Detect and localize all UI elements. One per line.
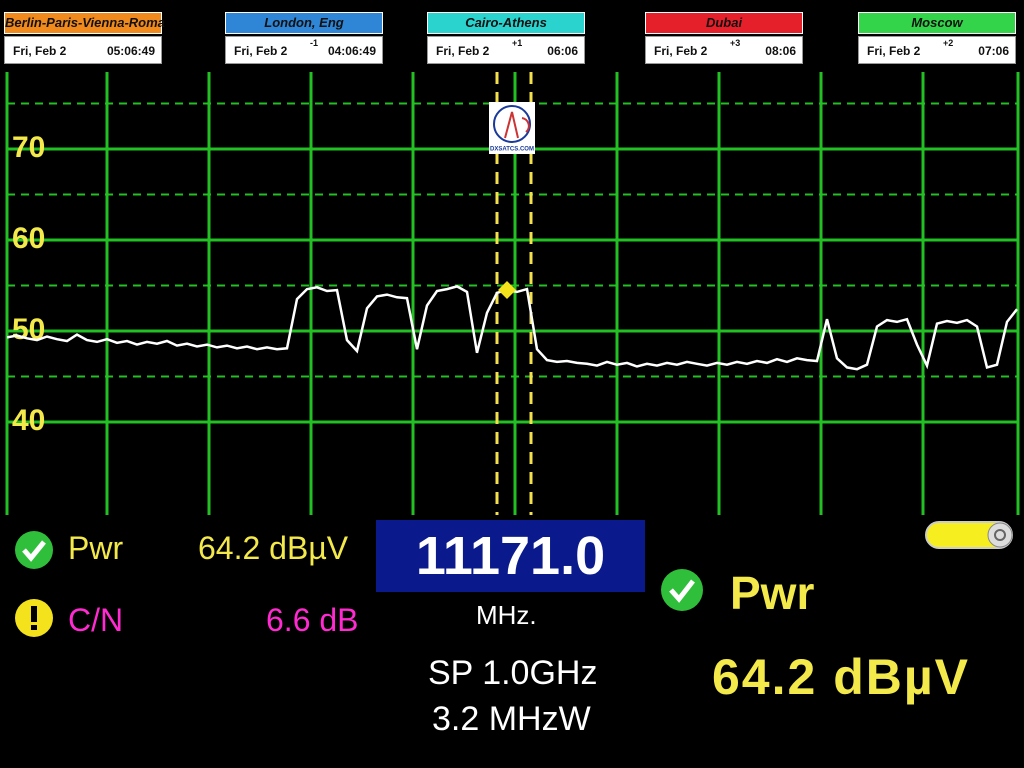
clock: Berlin-Paris-Vienna-Roma Fri, Feb 2 05:06:…	[4, 12, 165, 64]
clock-time: 04:06:49	[327, 44, 376, 58]
logo-box	[489, 102, 535, 154]
clock-time: 08:06	[765, 44, 796, 58]
pwr-value: 64.2 dBµV	[198, 530, 349, 566]
y-tick-label: 80	[12, 40, 45, 73]
clock-body: Fri, Feb 2 -1 04:06:49	[225, 36, 383, 64]
cn-value: 6.6 dB	[266, 602, 359, 638]
clock-date: Fri, Feb 2	[436, 44, 490, 58]
battery-icon	[925, 521, 1013, 549]
clock-city: Cairo-Athens	[427, 12, 585, 34]
clock-city: Dubai	[645, 12, 803, 34]
logo-text: DXSATCS.COM	[490, 147, 534, 153]
frequency: 11171.0	[376, 520, 645, 592]
clock-date: Fri, Feb 2	[654, 44, 708, 58]
clock: Moscow Fri, Feb 2 +2 07:06	[858, 12, 1016, 64]
ok-icon	[15, 531, 53, 569]
y-tick-label: 60	[12, 222, 45, 255]
clock-time: 06:06	[547, 44, 578, 58]
logo-icon	[504, 111, 530, 139]
y-tick-label: 50	[12, 313, 45, 346]
warning-icon	[15, 599, 53, 637]
span: SP 1.0GHz	[428, 654, 598, 692]
clock-body: Fri, Feb 2 +2 07:06	[858, 36, 1016, 64]
clock-offset: +2	[943, 38, 954, 48]
clock-offset: +1	[512, 38, 523, 48]
marker	[498, 281, 516, 300]
y-tick-label: 40	[12, 404, 45, 437]
rbw: 3.2 MHzW	[432, 700, 591, 738]
clock-offset: -1	[310, 38, 319, 48]
clock-time: 07:06	[978, 44, 1009, 58]
clock: London, Eng Fri, Feb 2 -1 04:06:49	[225, 12, 383, 64]
big-pwr-label: Pwr	[730, 567, 815, 619]
clock-city: Berlin-Paris-Vienna-Roma	[4, 12, 165, 34]
big-pwr-value: 64.2 dBµV	[712, 649, 971, 705]
clock-city: Moscow	[858, 12, 1016, 34]
logo-icon	[493, 105, 531, 143]
cn-label: C/N	[68, 602, 124, 638]
clock-body: Fri, Feb 2 +1 06:06	[427, 36, 585, 64]
clock-date: Fri, Feb 2	[13, 44, 67, 58]
clock-offset: +3	[730, 38, 741, 48]
y-tick-label: 70	[12, 131, 45, 164]
clock-time: 05:06:49	[106, 44, 155, 58]
clock-body: Fri, Feb 2 +3 08:06	[645, 36, 803, 64]
frequency-unit: MHz.	[476, 600, 537, 630]
clock-date: Fri, Feb 2	[867, 44, 921, 58]
clock-date: Fri, Feb 2	[234, 44, 288, 58]
clock: Dubai Fri, Feb 2 +3 08:06	[645, 12, 803, 64]
clock: Cairo-Athens Fri, Feb 2 +1 06:06	[427, 12, 585, 64]
clock-body: Fri, Feb 2 05:06:49	[4, 36, 162, 64]
spectrum-chart: DXSATCS.COM 40 50 60 70 80	[5, 40, 1020, 515]
clock-city: London, Eng	[225, 12, 383, 34]
ok-icon	[661, 569, 703, 611]
pwr-label: Pwr	[68, 530, 124, 566]
